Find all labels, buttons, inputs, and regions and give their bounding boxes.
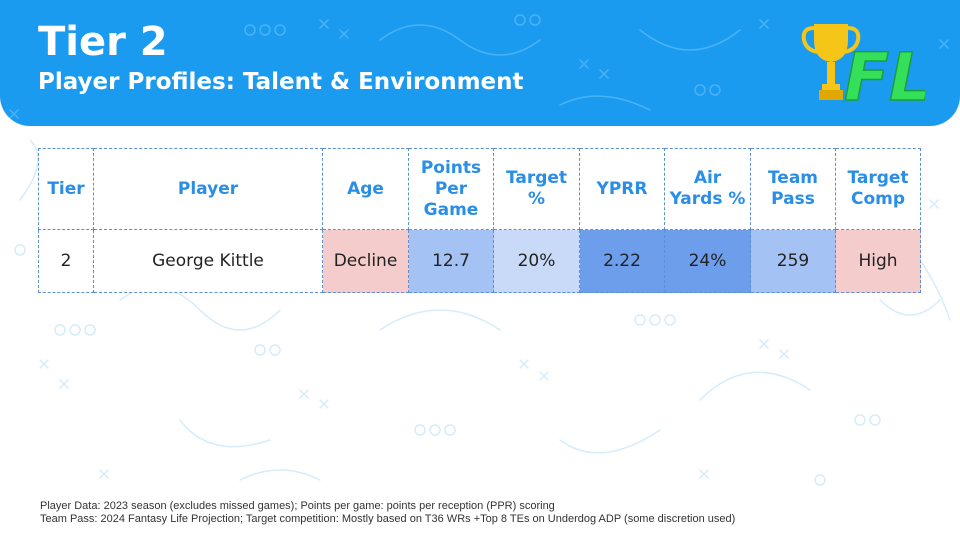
cell-player: George Kittle: [93, 229, 323, 293]
footnote-line-2: Team Pass: 2024 Fantasy Life Projection;…: [40, 513, 736, 525]
header-age: Age: [322, 148, 409, 230]
cell-target-comp: High: [835, 229, 921, 293]
cell-team-pass: 259: [750, 229, 836, 293]
header-banner: Tier 2 Player Profiles: Talent & Environ…: [0, 0, 960, 126]
table-header-row: Tier Player Age Points Per Game Target %…: [38, 148, 921, 230]
header-points-per-game: Points Per Game: [408, 148, 494, 230]
player-profile-table: Tier Player Age Points Per Game Target %…: [38, 148, 921, 293]
header-playbook-pattern: [9, 14, 949, 119]
trophy-fl-logo: FL: [801, 24, 925, 106]
header-target-comp: Target Comp: [835, 148, 921, 230]
header-target-pct: Target %: [493, 148, 580, 230]
header-yprr: YPRR: [579, 148, 665, 230]
table-row: 2 George Kittle Decline 12.7 20% 2.22 24…: [38, 229, 921, 293]
header-air-yards-pct: Air Yards %: [664, 148, 751, 230]
header-player: Player: [93, 148, 323, 230]
cell-target-pct: 20%: [493, 229, 580, 293]
cell-yprr: 2.22: [579, 229, 665, 293]
trophy-icon: [801, 24, 861, 100]
cell-tier: 2: [38, 229, 94, 293]
footnotes: Player Data: 2023 season (excludes misse…: [40, 500, 735, 526]
cell-air-yards-pct: 24%: [664, 229, 751, 293]
fl-logo-text: FL: [844, 39, 925, 106]
cell-age: Decline: [322, 229, 409, 293]
header-team-pass: Team Pass: [750, 148, 836, 230]
page-title: Tier 2: [38, 19, 168, 65]
cell-points-per-game: 12.7: [408, 229, 494, 293]
footnote-line-1: Player Data: 2023 season (excludes misse…: [40, 500, 555, 512]
page-subtitle: Player Profiles: Talent & Environment: [38, 69, 524, 95]
header-tier: Tier: [38, 148, 94, 230]
